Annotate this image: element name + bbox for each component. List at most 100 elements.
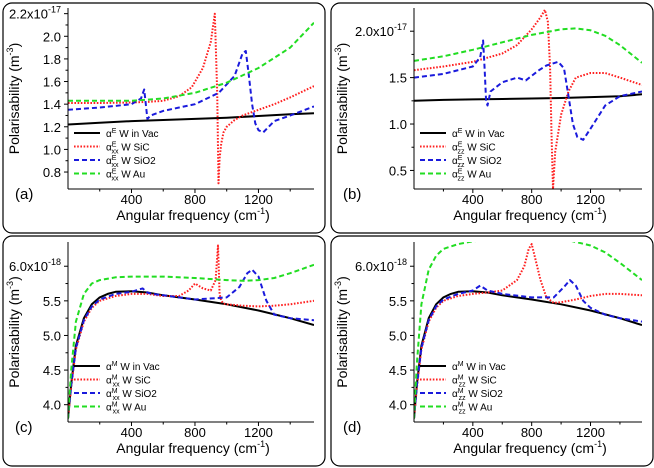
y-tick-label: 1.8 [43, 52, 61, 67]
x-tick-label: 1200 [244, 425, 273, 440]
legend-symbol: α [106, 129, 112, 140]
x-axis-label: Angular frequency (cm-1) [116, 439, 270, 456]
y-tick-label-part: 6.0x10 [9, 259, 48, 274]
x-axis-label: Angular frequency (cm-1) [116, 206, 270, 223]
y-axis-label: Polarisability (m-3) [5, 43, 22, 155]
y-tick-label: 2.0 [43, 29, 61, 44]
y-tick-label-part: 0.5 [389, 163, 407, 178]
series-group [68, 244, 314, 419]
x-axis-label-part: -1 [257, 206, 265, 216]
series-group [68, 12, 314, 185]
series-line-3 [414, 39, 642, 141]
panel-label-part: (c) [15, 419, 33, 436]
legend-sup: E [112, 142, 117, 149]
series-line-2 [414, 8, 642, 189]
legend-text: W SiC [464, 143, 495, 154]
series-line-2 [414, 243, 642, 419]
y-tick-label-part: 0.8 [43, 165, 61, 180]
x-tick-label: 1200 [576, 425, 605, 440]
legend-symbol: α [452, 143, 458, 154]
x-tick-label: 1200 [244, 192, 273, 207]
legend-entry: αE zz W SiO2 [452, 155, 502, 169]
y-tick-label-part: 5.0 [389, 328, 407, 343]
x-axis-label-part: -1 [594, 206, 602, 216]
legend-entry: αM xx W SiO2 [106, 388, 157, 402]
x-tick-label-part: 400 [121, 425, 143, 440]
y-tick-label-part: 4.0 [43, 398, 61, 413]
legend-sub: xx [113, 395, 121, 402]
x-tick-label: 400 [121, 425, 143, 440]
series-line-1 [68, 112, 314, 126]
x-tick-label-part: 1200 [576, 425, 605, 440]
legend-sub: xx [111, 176, 119, 183]
legend-sup: E [112, 155, 117, 162]
y-tick-label: 1.6 [43, 75, 61, 90]
y-axis-label-part: ) [6, 43, 22, 48]
x-tick-label: 800 [184, 192, 206, 207]
legend-sup: M [458, 361, 464, 368]
y-tick-label-part: -17 [48, 5, 61, 15]
legend-text: W in Vac [118, 362, 160, 373]
series-line-1 [414, 290, 642, 419]
legend-sup: M [112, 375, 118, 382]
legend-sup: E [112, 128, 117, 135]
x-tick-label-part: 800 [521, 192, 543, 207]
x-tick-label: 800 [521, 192, 543, 207]
legend-entry: αM zz W Au [452, 402, 492, 416]
y-tick-label-part: 1.0 [389, 117, 407, 132]
y-tick-label-part: 1.5 [389, 71, 407, 86]
y-tick-label: 1.0 [389, 117, 407, 132]
x-tick-label: 400 [121, 192, 143, 207]
series-line-4 [68, 263, 314, 419]
legend-text: W SiO2 [464, 156, 502, 167]
y-axis-label-part: -3 [5, 281, 15, 289]
y-axis-label: Polarisability (m-3) [333, 276, 350, 388]
legend-entry: αE zz W Au [452, 169, 491, 183]
x-tick-label: 400 [462, 425, 484, 440]
panel-3: 400 800 1200 4.0 4.5 5.0 5.5 6.0x10-18 Angular f… [2, 235, 326, 467]
x-tick-label-part: 800 [521, 425, 543, 440]
legend-symbol: α [106, 362, 112, 373]
series-line-3 [68, 50, 314, 134]
legend-sub: zz [457, 176, 465, 183]
legend-symbol: α [106, 143, 112, 154]
legend-text: W SiC [120, 376, 151, 387]
panel-label: (d) [343, 419, 361, 436]
panel-frame [330, 235, 654, 467]
y-tick-label-part: 5.5 [389, 294, 407, 309]
legend-sup: E [458, 128, 463, 135]
legend-sub: zz [459, 382, 467, 389]
y-tick-label: 4.0 [43, 398, 61, 413]
y-tick-label-part: 2.2x10 [9, 7, 48, 22]
x-axis-label-part: -1 [257, 439, 265, 449]
legend-symbol: α [452, 156, 458, 167]
legend-sub: xx [111, 149, 119, 156]
panel-label-part: (a) [15, 186, 33, 203]
x-axis-label: Angular frequency (cm-1) [453, 206, 607, 223]
y-tick-label-part: 1.8 [43, 52, 61, 67]
y-axis-label-part: ) [6, 276, 22, 281]
legend-entry: αE xx W Au [106, 169, 145, 183]
series-line-2 [68, 244, 314, 419]
y-tick-label: 2.0x10-17 [355, 22, 407, 39]
y-axis-label: Polarisability (m-3) [333, 43, 350, 155]
y-tick-label: 1.0 [43, 142, 61, 157]
legend-text: W Au [466, 403, 493, 414]
series-line-4 [414, 242, 642, 419]
x-tick-label-part: 400 [462, 425, 484, 440]
legend-text: W SiO2 [120, 389, 158, 400]
legend-entry: αM zz W SiC [452, 375, 497, 389]
x-axis-label-part: ) [265, 440, 270, 456]
x-axis-label-part: Angular frequency (cm [453, 207, 594, 223]
legend-entry: αE zz W SiC [452, 142, 496, 156]
legend-entry: αM zz W SiO2 [452, 388, 503, 402]
y-tick-label: 4.0 [389, 398, 407, 413]
panel-1: 400 800 1200 0.8 1.0 1.2 1.4 1.6 1.8 2.0 2.2x10-17… [2, 2, 326, 234]
legend-sup: M [458, 375, 464, 382]
y-tick-label: 0.8 [43, 165, 61, 180]
x-tick-label: 1200 [576, 192, 605, 207]
panel-label-part: (b) [343, 186, 361, 203]
y-axis-label-part: -3 [5, 47, 15, 55]
x-tick-label-part: 800 [184, 425, 206, 440]
